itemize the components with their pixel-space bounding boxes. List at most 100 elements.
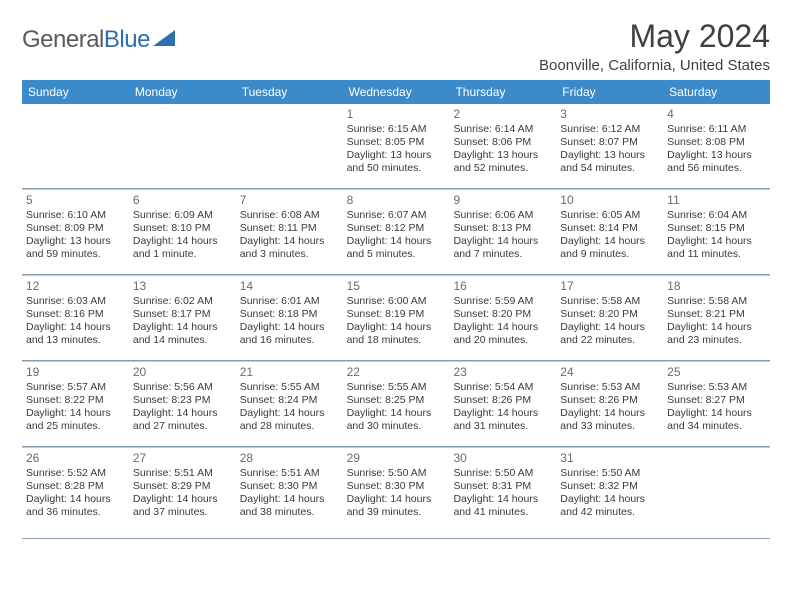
- sunrise-text: Sunrise: 6:14 AM: [453, 123, 552, 136]
- daylight-text: Daylight: 14 hours and 23 minutes.: [667, 321, 766, 347]
- daylight-text: Daylight: 14 hours and 42 minutes.: [560, 493, 659, 519]
- page-header: GeneralBlue May 2024 Boonville, Californ…: [22, 18, 770, 74]
- sunrise-text: Sunrise: 5:51 AM: [240, 467, 339, 480]
- sunrise-text: Sunrise: 6:11 AM: [667, 123, 766, 136]
- sunrise-text: Sunrise: 5:58 AM: [560, 295, 659, 308]
- sunrise-text: Sunrise: 5:56 AM: [133, 381, 232, 394]
- calendar-day-cell: 14Sunrise: 6:01 AMSunset: 8:18 PMDayligh…: [236, 276, 343, 360]
- weekday-header: Friday: [556, 80, 663, 104]
- weekday-header: Monday: [129, 80, 236, 104]
- calendar-day-cell: 8Sunrise: 6:07 AMSunset: 8:12 PMDaylight…: [343, 190, 450, 274]
- daylight-text: Daylight: 14 hours and 14 minutes.: [133, 321, 232, 347]
- day-number: 8: [347, 193, 446, 208]
- sunrise-text: Sunrise: 5:51 AM: [133, 467, 232, 480]
- logo-word-2: Blue: [104, 26, 150, 53]
- weekday-header-row: Sunday Monday Tuesday Wednesday Thursday…: [22, 80, 770, 104]
- day-number: 13: [133, 279, 232, 294]
- day-number: 11: [667, 193, 766, 208]
- calendar-day-cell: 30Sunrise: 5:50 AMSunset: 8:31 PMDayligh…: [449, 448, 556, 538]
- weekday-header: Sunday: [22, 80, 129, 104]
- day-number: 18: [667, 279, 766, 294]
- location-label: Boonville, California, United States: [539, 57, 770, 74]
- day-number: 3: [560, 107, 659, 122]
- sunrise-text: Sunrise: 6:10 AM: [26, 209, 125, 222]
- sunset-text: Sunset: 8:24 PM: [240, 394, 339, 407]
- day-number: 1: [347, 107, 446, 122]
- day-number: 2: [453, 107, 552, 122]
- daylight-text: Daylight: 14 hours and 5 minutes.: [347, 235, 446, 261]
- day-number: 24: [560, 365, 659, 380]
- sail-icon: [153, 30, 175, 46]
- calendar-day-cell: 24Sunrise: 5:53 AMSunset: 8:26 PMDayligh…: [556, 362, 663, 446]
- day-number: 14: [240, 279, 339, 294]
- sunrise-text: Sunrise: 6:07 AM: [347, 209, 446, 222]
- sunset-text: Sunset: 8:19 PM: [347, 308, 446, 321]
- daylight-text: Daylight: 14 hours and 3 minutes.: [240, 235, 339, 261]
- calendar-day-cell: 19Sunrise: 5:57 AMSunset: 8:22 PMDayligh…: [22, 362, 129, 446]
- sunrise-text: Sunrise: 6:00 AM: [347, 295, 446, 308]
- sunset-text: Sunset: 8:21 PM: [667, 308, 766, 321]
- calendar-day-cell: 31Sunrise: 5:50 AMSunset: 8:32 PMDayligh…: [556, 448, 663, 538]
- calendar-day-cell: 26Sunrise: 5:52 AMSunset: 8:28 PMDayligh…: [22, 448, 129, 538]
- daylight-text: Daylight: 14 hours and 7 minutes.: [453, 235, 552, 261]
- calendar-week-row: 1Sunrise: 6:15 AMSunset: 8:05 PMDaylight…: [22, 104, 770, 189]
- day-number: 22: [347, 365, 446, 380]
- weekday-header: Wednesday: [343, 80, 450, 104]
- daylight-text: Daylight: 14 hours and 33 minutes.: [560, 407, 659, 433]
- daylight-text: Daylight: 14 hours and 31 minutes.: [453, 407, 552, 433]
- sunset-text: Sunset: 8:08 PM: [667, 136, 766, 149]
- sunset-text: Sunset: 8:17 PM: [133, 308, 232, 321]
- day-number: 12: [26, 279, 125, 294]
- calendar-day-cell: 17Sunrise: 5:58 AMSunset: 8:20 PMDayligh…: [556, 276, 663, 360]
- calendar-day-cell: 2Sunrise: 6:14 AMSunset: 8:06 PMDaylight…: [449, 104, 556, 188]
- daylight-text: Daylight: 14 hours and 20 minutes.: [453, 321, 552, 347]
- sunset-text: Sunset: 8:26 PM: [560, 394, 659, 407]
- calendar-day-cell: [22, 104, 129, 188]
- daylight-text: Daylight: 14 hours and 36 minutes.: [26, 493, 125, 519]
- sunset-text: Sunset: 8:06 PM: [453, 136, 552, 149]
- calendar-day-cell: 23Sunrise: 5:54 AMSunset: 8:26 PMDayligh…: [449, 362, 556, 446]
- sunrise-text: Sunrise: 6:06 AM: [453, 209, 552, 222]
- sunset-text: Sunset: 8:25 PM: [347, 394, 446, 407]
- daylight-text: Daylight: 14 hours and 38 minutes.: [240, 493, 339, 519]
- calendar-week-row: 26Sunrise: 5:52 AMSunset: 8:28 PMDayligh…: [22, 447, 770, 539]
- sunset-text: Sunset: 8:20 PM: [560, 308, 659, 321]
- day-number: 20: [133, 365, 232, 380]
- daylight-text: Daylight: 14 hours and 28 minutes.: [240, 407, 339, 433]
- sunset-text: Sunset: 8:11 PM: [240, 222, 339, 235]
- sunset-text: Sunset: 8:13 PM: [453, 222, 552, 235]
- daylight-text: Daylight: 14 hours and 30 minutes.: [347, 407, 446, 433]
- calendar-day-cell: 11Sunrise: 6:04 AMSunset: 8:15 PMDayligh…: [663, 190, 770, 274]
- sunset-text: Sunset: 8:14 PM: [560, 222, 659, 235]
- day-number: 9: [453, 193, 552, 208]
- sunrise-text: Sunrise: 5:53 AM: [560, 381, 659, 394]
- sunrise-text: Sunrise: 6:04 AM: [667, 209, 766, 222]
- sunset-text: Sunset: 8:20 PM: [453, 308, 552, 321]
- calendar-day-cell: 9Sunrise: 6:06 AMSunset: 8:13 PMDaylight…: [449, 190, 556, 274]
- calendar-day-cell: [663, 448, 770, 538]
- calendar-day-cell: 10Sunrise: 6:05 AMSunset: 8:14 PMDayligh…: [556, 190, 663, 274]
- day-number: 25: [667, 365, 766, 380]
- calendar-week-row: 12Sunrise: 6:03 AMSunset: 8:16 PMDayligh…: [22, 275, 770, 361]
- calendar-day-cell: 7Sunrise: 6:08 AMSunset: 8:11 PMDaylight…: [236, 190, 343, 274]
- daylight-text: Daylight: 14 hours and 25 minutes.: [26, 407, 125, 433]
- sunset-text: Sunset: 8:15 PM: [667, 222, 766, 235]
- sunset-text: Sunset: 8:29 PM: [133, 480, 232, 493]
- calendar-day-cell: [129, 104, 236, 188]
- day-number: 6: [133, 193, 232, 208]
- sunset-text: Sunset: 8:05 PM: [347, 136, 446, 149]
- daylight-text: Daylight: 14 hours and 11 minutes.: [667, 235, 766, 261]
- calendar-day-cell: 22Sunrise: 5:55 AMSunset: 8:25 PMDayligh…: [343, 362, 450, 446]
- sunrise-text: Sunrise: 6:03 AM: [26, 295, 125, 308]
- day-number: 28: [240, 451, 339, 466]
- calendar-grid: Sunday Monday Tuesday Wednesday Thursday…: [22, 80, 770, 539]
- weekday-header: Thursday: [449, 80, 556, 104]
- calendar-day-cell: 5Sunrise: 6:10 AMSunset: 8:09 PMDaylight…: [22, 190, 129, 274]
- daylight-text: Daylight: 14 hours and 18 minutes.: [347, 321, 446, 347]
- daylight-text: Daylight: 13 hours and 56 minutes.: [667, 149, 766, 175]
- sunset-text: Sunset: 8:26 PM: [453, 394, 552, 407]
- sunset-text: Sunset: 8:10 PM: [133, 222, 232, 235]
- sunset-text: Sunset: 8:22 PM: [26, 394, 125, 407]
- logo: GeneralBlue: [22, 18, 175, 54]
- day-number: 29: [347, 451, 446, 466]
